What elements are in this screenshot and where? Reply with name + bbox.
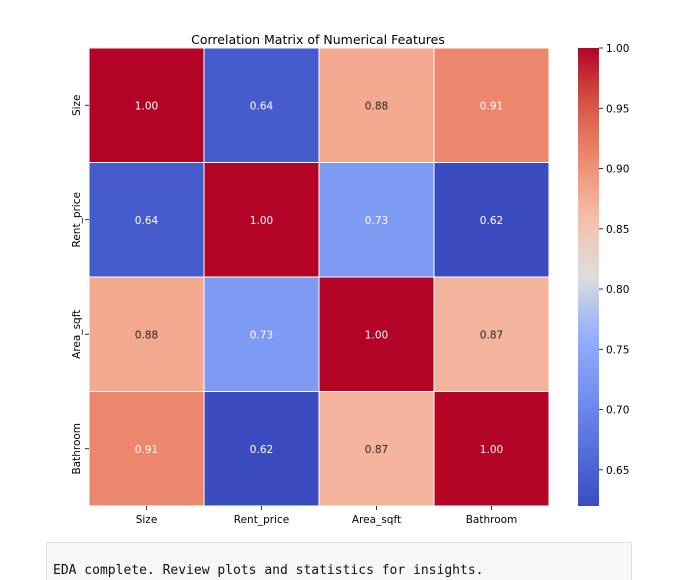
cell-value-label: 0.88 xyxy=(135,329,158,341)
heatmap-cell-1-1 xyxy=(203,162,320,278)
heatmap-cell-2-3 xyxy=(433,276,550,392)
colorbar-tick-label: 0.75 xyxy=(606,344,629,356)
cell-value-label: 0.91 xyxy=(135,444,158,456)
y-tick-label: Size xyxy=(71,94,83,116)
output-cell: EDA complete. Review plots and statistic… xyxy=(46,542,632,580)
colorbar-tick-label: 0.65 xyxy=(606,465,629,477)
colorbar-tick-label: 1.00 xyxy=(606,43,629,55)
heatmap-cell-1-0 xyxy=(88,162,205,278)
colorbar xyxy=(578,48,599,506)
cell-value-label: 1.00 xyxy=(365,329,388,341)
y-tick-label: Rent_price xyxy=(71,192,83,247)
cell-value-label: 0.62 xyxy=(250,444,273,456)
cell-value-label: 0.88 xyxy=(365,100,388,112)
cell-value-label: 0.87 xyxy=(365,444,388,456)
heatmap-cell-1-3 xyxy=(433,162,550,278)
cell-value-label: 0.62 xyxy=(480,215,503,227)
cell-value-label: 1.00 xyxy=(135,100,158,112)
x-tick-label: Rent_price xyxy=(234,514,289,526)
x-tick-label: Bathroom xyxy=(466,514,518,526)
x-tick-label: Size xyxy=(136,514,158,526)
cell-value-label: 0.91 xyxy=(480,100,503,112)
y-tick-label: Bathroom xyxy=(71,423,83,475)
colorbar-tick-label: 0.80 xyxy=(606,284,629,296)
heatmap-cell-3-3 xyxy=(433,391,550,507)
heatmap-cell-0-2 xyxy=(318,47,435,163)
output-text: EDA complete. Review plots and statistic… xyxy=(53,563,484,578)
y-tick-label: Area_sqft xyxy=(71,310,83,359)
cell-value-label: 1.00 xyxy=(480,444,503,456)
heatmap-cell-2-1 xyxy=(203,276,320,392)
heatmap-cell-3-1 xyxy=(203,391,320,507)
heatmap-cell-0-0 xyxy=(88,47,205,163)
cell-value-label: 0.87 xyxy=(480,329,503,341)
heatmap-cells xyxy=(88,47,550,507)
x-axis: Size Rent_price Area_sqft Bathroom xyxy=(136,506,518,526)
y-axis: Size Rent_price Area_sqft Bathroom xyxy=(71,94,89,475)
cell-value-label: 0.64 xyxy=(135,215,159,227)
heatmap-cell-0-1 xyxy=(203,47,320,163)
x-tick-label: Area_sqft xyxy=(352,514,401,526)
colorbar-ticks: 1.00 0.95 0.90 0.85 0.80 0.75 0.70 0.65 xyxy=(599,43,629,477)
cell-value-label: 0.73 xyxy=(365,215,388,227)
heatmap-cell-3-0 xyxy=(88,391,205,507)
chart-title: Correlation Matrix of Numerical Features xyxy=(191,32,445,47)
colorbar-tick-label: 0.70 xyxy=(606,405,629,417)
cell-value-label: 1.00 xyxy=(250,215,273,227)
cell-value-label: 0.73 xyxy=(250,329,273,341)
heatmap-cell-3-2 xyxy=(318,391,435,507)
colorbar-tick-label: 0.85 xyxy=(606,224,629,236)
heatmap-cell-0-3 xyxy=(433,47,550,163)
colorbar-tick-label: 0.95 xyxy=(606,103,629,115)
heatmap-figure: Correlation Matrix of Numerical Features… xyxy=(71,32,629,526)
colorbar-tick-label: 0.90 xyxy=(606,164,629,176)
cell-value-label: 0.64 xyxy=(250,100,274,112)
heatmap-annotations: 1.00 0.64 0.88 0.91 0.64 1.00 0.73 0.62 0.88 0.73… xyxy=(135,100,503,456)
